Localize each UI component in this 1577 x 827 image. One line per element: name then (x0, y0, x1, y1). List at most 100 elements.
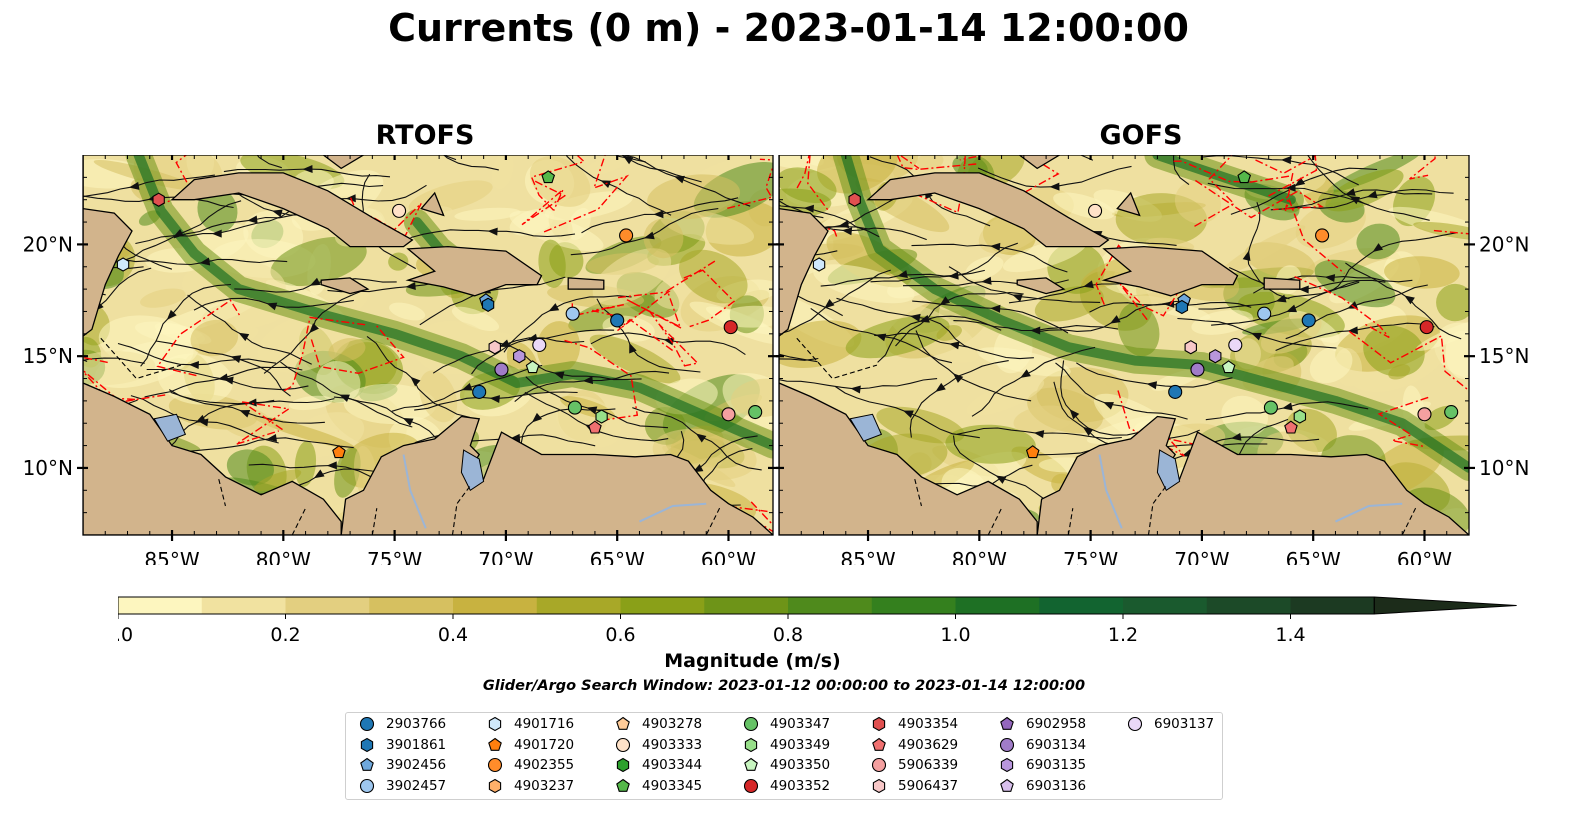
float-marker-2903766 (610, 313, 625, 328)
colorbar-segment (871, 597, 956, 614)
float-marker-4901716 (116, 257, 130, 272)
float-marker-6903135 (513, 349, 526, 364)
legend-marker-icon (1127, 716, 1143, 732)
legend-marker-icon (616, 778, 630, 792)
legend-label: 5906339 (898, 757, 959, 773)
colorbar-tick-label: 0.0 (118, 624, 133, 646)
lat-tick-label: 20°N (1479, 232, 1529, 256)
legend-item-4903629: 4903629 (868, 735, 958, 755)
float-marker-4903629 (588, 420, 602, 434)
float-marker-5906339-b (1444, 405, 1459, 420)
colorbar-segment (1290, 597, 1375, 614)
legend-label: 4903354 (898, 716, 959, 732)
float-marker-4903350 (1221, 360, 1236, 374)
legend-item-6903137: 6903137 (1124, 714, 1214, 734)
legend-label: 6903135 (1026, 757, 1087, 773)
legend-marker-icon (872, 716, 886, 732)
legend-marker-icon (488, 716, 502, 732)
legend-item-3902457: 3902457 (356, 776, 446, 796)
float-marker-6903134 (494, 362, 509, 377)
legend-marker-icon (872, 737, 886, 751)
map-panel-rtofs: 85°W 80°W 75°W 70°W 65°W 60°W 20°N 15°N 10°N (23, 155, 779, 565)
float-legend: 2903766 3901861 3902456 3902457 4901716 49017… (345, 712, 1223, 800)
legend-item-4901716: 4901716 (484, 714, 574, 734)
legend-marker-icon (743, 716, 759, 732)
colorbar-segment (788, 597, 873, 614)
lon-tick-label: 60°W (1397, 548, 1452, 565)
legend-marker-icon (359, 778, 375, 793)
lat-tick-label: 15°N (23, 344, 73, 368)
colorbar-tick-label: 0.2 (270, 624, 300, 646)
legend-label: 4903278 (642, 716, 703, 732)
float-marker-2903766-b (1168, 384, 1183, 399)
colorbar-segment (536, 597, 621, 614)
colorbar-segment (955, 597, 1040, 614)
legend-item-4903354: 4903354 (868, 714, 958, 734)
legend-marker-icon (360, 737, 374, 752)
colorbar-tick-label: 0.6 (605, 624, 635, 646)
legend-item-6903134: 6903134 (996, 735, 1086, 755)
float-marker-4901720 (1025, 445, 1040, 459)
colorbar-tick-label: 1.4 (1275, 624, 1305, 646)
lon-tick-label: 80°W (256, 548, 311, 565)
legend-marker-icon (1000, 757, 1014, 773)
colorbar-tick-label: 1.0 (940, 624, 970, 646)
panel-title-gofs: GOFS (1099, 120, 1183, 151)
colorbar-segment (1039, 597, 1124, 614)
legend-item-6903135: 6903135 (996, 755, 1086, 775)
float-marker-4903333 (392, 203, 407, 218)
float-marker-6903134 (1190, 362, 1205, 377)
colorbar-tick-label: 0.8 (773, 624, 803, 646)
legend-marker-icon (1000, 778, 1014, 792)
colorbar-segment (620, 597, 705, 614)
float-marker-6903137 (1228, 337, 1243, 353)
legend-marker-icon (359, 716, 375, 732)
legend-marker-icon (744, 737, 758, 752)
legend-item-6903136: 6903136 (996, 776, 1086, 796)
float-marker-4903347 (1263, 400, 1278, 415)
legend-label: 4903344 (642, 757, 703, 773)
legend-label: 2903766 (386, 716, 447, 732)
float-marker-4903354 (848, 192, 861, 207)
float-marker-4903350 (525, 360, 540, 374)
legend-marker-icon (488, 737, 502, 751)
legend-item-6902958: 6902958 (996, 714, 1086, 734)
lon-tick-label: 70°W (1174, 548, 1229, 565)
legend-label: 4903345 (642, 777, 703, 794)
legend-item-3902456: 3902456 (356, 755, 446, 775)
colorbar-segment (285, 597, 370, 614)
float-marker-6903137 (532, 337, 547, 353)
float-marker-4903333 (1088, 203, 1103, 218)
legend-label: 4901720 (514, 736, 575, 753)
lat-tick-label: 15°N (1479, 344, 1529, 368)
legend-marker-icon (871, 757, 887, 773)
lon-tick-label: 70°W (478, 548, 533, 565)
lon-tick-label: 85°W (840, 548, 895, 565)
legend-item-4903345: 4903345 (612, 776, 702, 796)
legend-item-5906339: 5906339 (868, 755, 958, 775)
float-marker-4901720 (332, 445, 346, 459)
legend-label: 3902456 (386, 757, 447, 773)
legend-item-4903349: 4903349 (740, 735, 830, 755)
legend-marker-icon (488, 778, 502, 793)
float-marker-4902355 (619, 228, 634, 243)
panel-title-rtofs: RTOFS (375, 120, 475, 151)
legend-label: 4903237 (514, 777, 575, 794)
lon-tick-label: 65°W (1286, 548, 1341, 565)
lat-tick-label: 10°N (23, 456, 73, 480)
legend-label: 4903333 (642, 736, 703, 753)
legend-item-4903344: 4903344 (612, 755, 702, 775)
legend-item-4903333: 4903333 (612, 735, 702, 755)
legend-item-3901861: 3901861 (356, 735, 446, 755)
float-marker-4903349 (595, 409, 608, 424)
legend-item-4903350: 4903350 (740, 755, 830, 775)
legend-item-4903278: 4903278 (612, 714, 702, 734)
colorbar-segment (369, 597, 454, 614)
float-marker-6903135 (1209, 349, 1222, 364)
legend-item-4903352: 4903352 (740, 776, 830, 796)
lat-tick-label: 20°N (23, 232, 73, 256)
float-marker-2903766-b (472, 384, 487, 399)
lon-tick-label: 65°W (590, 548, 645, 565)
map-panel-gofs: 85°W 80°W 75°W 70°W 65°W 60°W 20°N 15°N 10°N (776, 155, 1529, 565)
legend-label: 4903350 (770, 757, 831, 773)
